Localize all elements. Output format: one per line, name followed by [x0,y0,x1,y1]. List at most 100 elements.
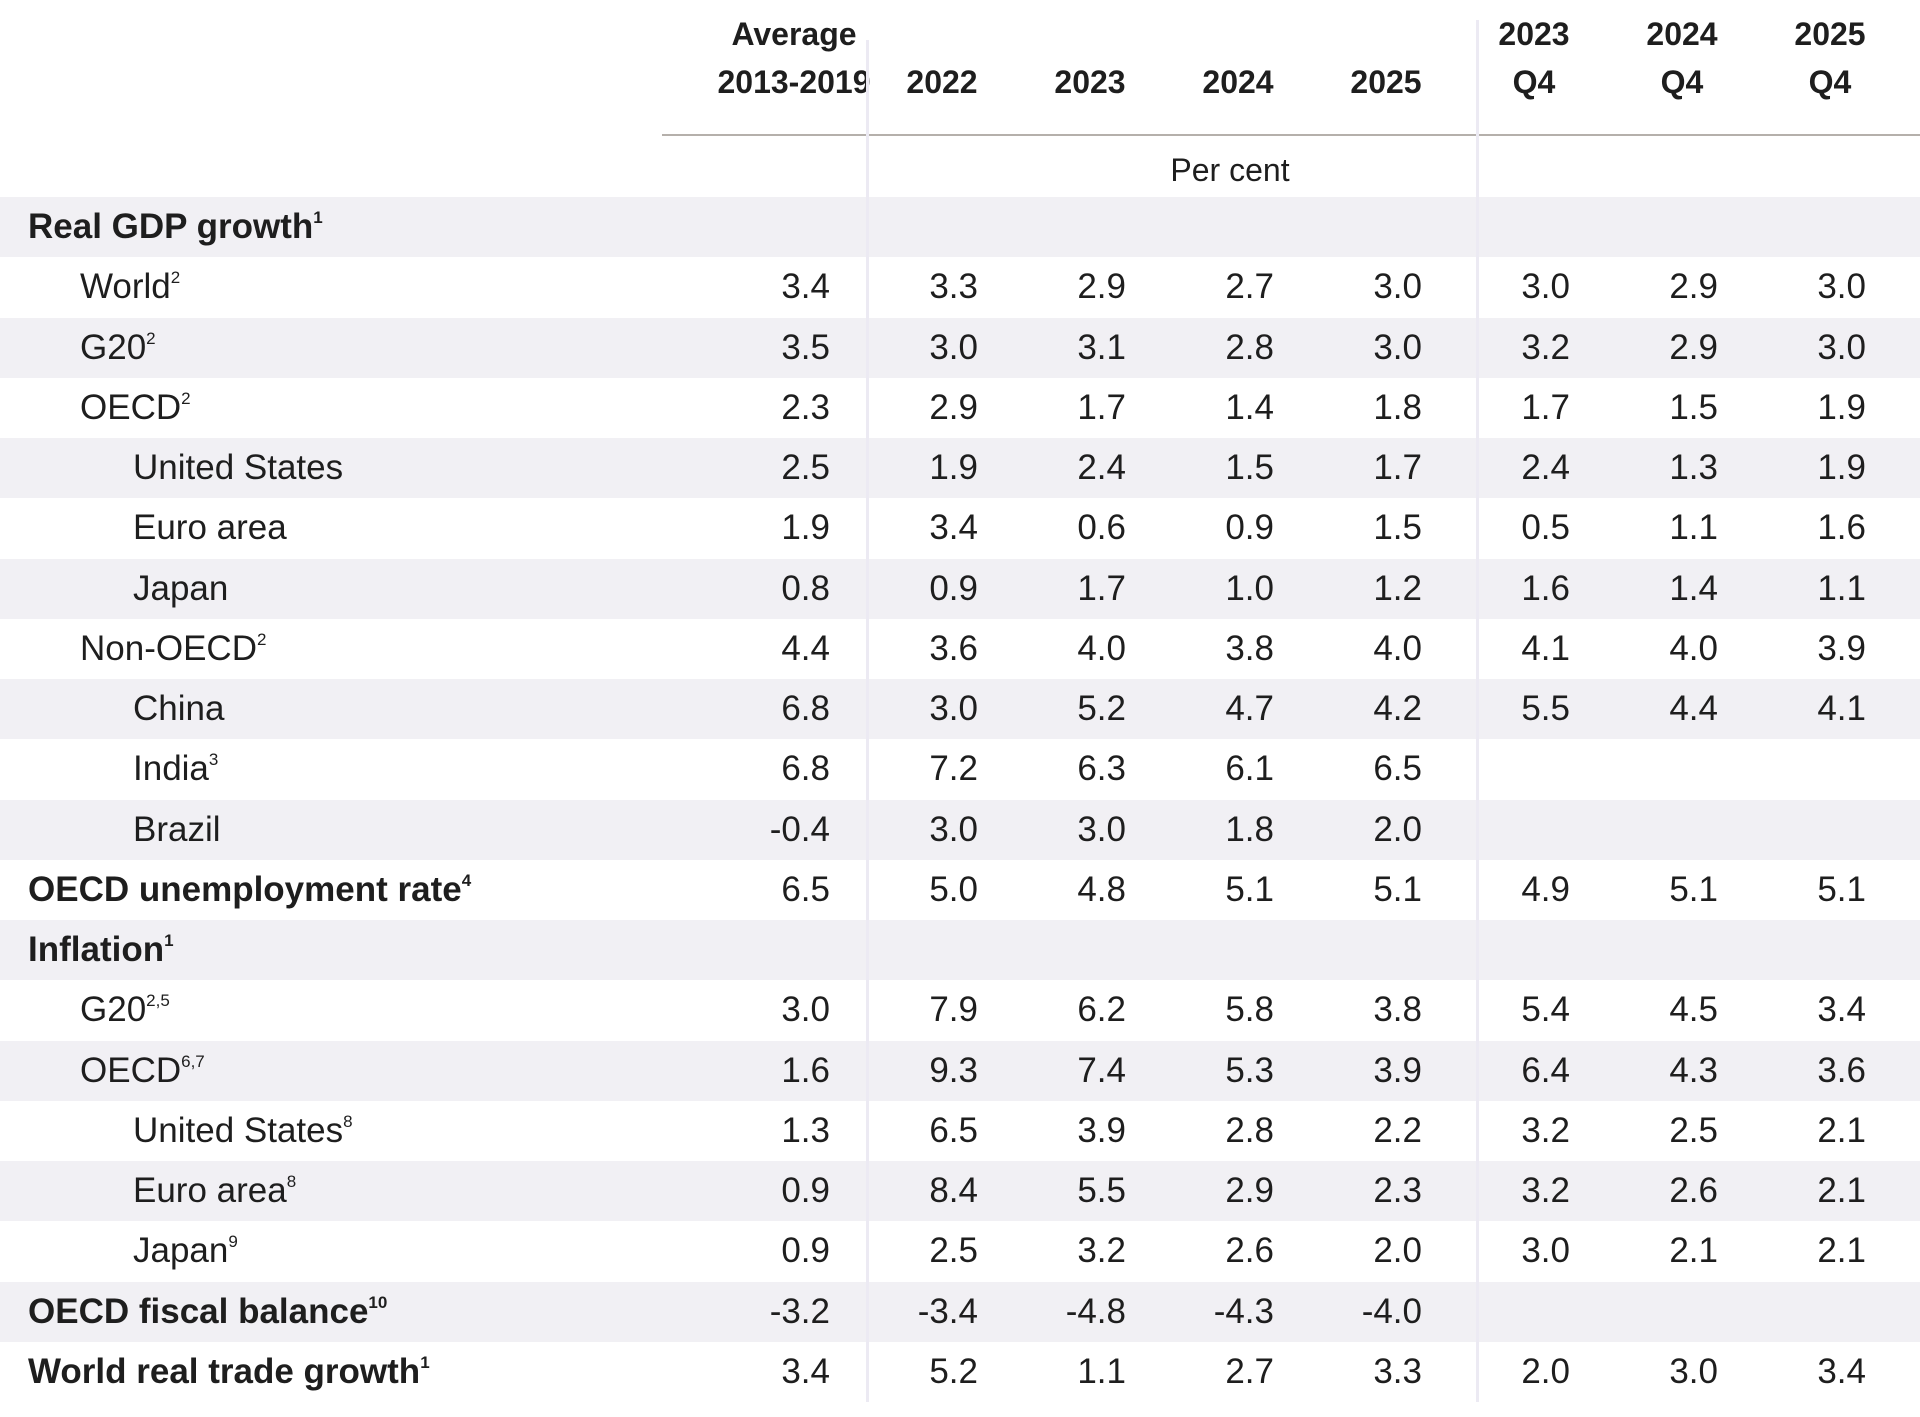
row-label-text: United States [133,448,344,487]
value-cell: 8.4 [929,1171,978,1210]
row-label-text: OECD unemployment rate [28,869,462,909]
value-cell: 7.2 [929,749,978,789]
value-cell: 3.1 [1077,327,1126,367]
value-cell: 3.4 [929,508,978,548]
table-row: Inflation1 [0,920,1920,980]
value-cell: 4.1 [1521,628,1570,668]
column-header-8-line1: 2025 [1794,16,1866,52]
table-row: G202 3.5 3.0 3.1 2.8 3.0 3.2 2.9 3.0 [0,317,1920,378]
column-header-1-line1: Average [731,16,857,52]
value-cell: 3.3 [1373,1351,1422,1391]
value-cell: 4.8 [1077,869,1126,909]
value-cell: 2.9 [929,387,978,427]
row-label-text: G20 [80,990,147,1030]
value-cell: 3.4 [781,1351,830,1391]
value-cell: 4.0 [1077,628,1126,668]
row-label: China [133,679,224,739]
footnote-marker: 2 [170,268,181,288]
value-cell: 2.9 [1669,267,1718,307]
value-cell: 1.3 [1669,448,1718,487]
column-separator [866,40,869,1402]
value-cell [1302,920,1422,980]
row-label-text: OECD fiscal balance [28,1291,369,1331]
row-label-text: Japan [133,568,229,608]
value-cell: 3.0 [929,689,978,728]
value-cell: 4.9 [1521,869,1570,909]
value-cell: 4.0 [1669,628,1718,668]
value-cell [1746,739,1866,799]
row-label-text: World [80,267,171,307]
footnote-marker: 3 [208,750,219,770]
column-header-6-line2: Q4 [1512,64,1556,100]
row-label-text: Real GDP growth [28,207,314,246]
value-cell: -3.4 [917,1291,978,1331]
value-cell: 2.3 [1373,1171,1422,1210]
table-row: United States8 1.3 6.5 3.9 2.8 2.2 3.2 2.5 2.1 [0,1101,1920,1161]
value-cell: -3.2 [769,1291,830,1331]
row-label-text: Euro area [133,1171,287,1210]
value-cell: 4.4 [781,628,830,668]
row-label: Inflation1 [28,920,174,980]
table-row: Euro area8 0.9 8.4 5.5 2.9 2.3 3.2 2.6 2.1 [0,1161,1920,1221]
value-cell: 6.5 [929,1110,978,1150]
value-cell: 4.0 [1373,628,1422,668]
row-label: OECD2 [80,378,191,438]
footnote-marker: 2,5 [146,991,170,1011]
value-cell [1006,920,1126,980]
value-cell: 3.3 [929,267,978,307]
value-cell: 5.2 [1077,689,1126,728]
value-cell: 3.9 [1077,1110,1126,1150]
value-cell: 5.4 [1521,990,1570,1030]
row-label: G202,5 [80,980,170,1040]
value-cell: 4.7 [1225,689,1274,728]
value-cell: 5.1 [1373,869,1422,909]
table-row: Real GDP growth1 [0,197,1920,257]
footnote-marker: 10 [368,1292,388,1312]
row-label: OECD unemployment rate4 [28,860,471,920]
value-cell: 3.2 [1077,1231,1126,1271]
footnote-marker: 4 [461,870,472,890]
row-label: Euro area8 [133,1161,296,1221]
value-cell: 0.9 [1225,508,1274,548]
value-cell: 0.5 [1521,508,1570,548]
value-cell: 2.9 [1669,327,1718,367]
value-cell: 4.2 [1373,689,1422,728]
value-cell: 7.9 [929,990,978,1030]
column-separator [1476,20,1479,1402]
value-cell: 1.7 [1077,387,1126,427]
value-cell: 3.0 [1521,267,1570,307]
table-row: China 6.8 3.0 5.2 4.7 4.2 5.5 4.4 4.1 [0,679,1920,739]
value-cell: 2.6 [1669,1171,1718,1210]
footnote-marker: 9 [228,1232,238,1252]
table-row: Euro area 1.9 3.4 0.6 0.9 1.5 0.5 1.1 1.6 [0,498,1920,558]
column-header-3-line2: 2023 [1054,64,1126,100]
value-cell: 1.5 [1669,387,1718,427]
row-label-text: OECD [80,387,182,427]
row-label-text: OECD [80,1050,182,1090]
value-cell: 4.1 [1817,689,1866,728]
value-cell: 2.7 [1225,267,1274,307]
table-row: Brazil -0.4 3.0 3.0 1.8 2.0 [0,799,1920,860]
table-row: Non-OECD2 4.4 3.6 4.0 3.8 4.0 4.1 4.0 3.9 [0,619,1920,679]
value-cell: 1.9 [929,448,978,487]
row-label-text: Inflation [28,930,165,969]
value-cell: 2.5 [929,1231,978,1271]
value-cell [710,197,830,257]
value-cell: 1.7 [1373,448,1422,487]
table-row: Japan 0.8 0.9 1.7 1.0 1.2 1.6 1.4 1.1 [0,558,1920,619]
row-label: World real trade growth1 [28,1342,430,1402]
value-cell: -4.0 [1361,1291,1422,1331]
footnote-marker: 2 [146,328,156,348]
row-label: Non-OECD2 [80,619,266,679]
value-cell: 4.5 [1669,990,1718,1030]
value-cell: 6.5 [1373,749,1422,789]
value-cell [858,920,978,980]
value-cell: 2.8 [1225,327,1274,367]
row-label-text: G20 [80,327,147,367]
value-cell: 1.7 [1077,568,1126,608]
value-cell: 1.6 [1521,568,1570,608]
value-cell: 3.0 [1817,327,1866,367]
value-cell: -4.3 [1213,1291,1274,1331]
value-cell [1450,197,1570,257]
